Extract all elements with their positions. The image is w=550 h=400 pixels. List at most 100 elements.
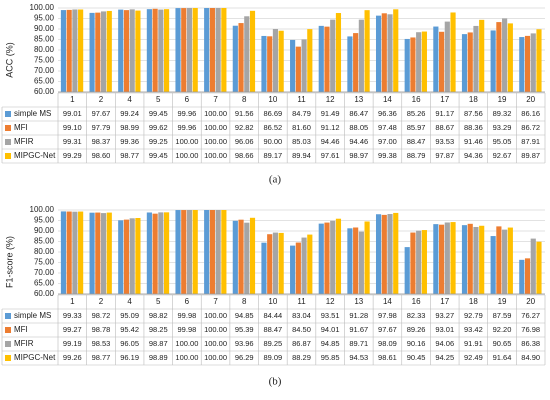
value-label: 97.48	[378, 123, 397, 132]
y-tick-label: 75.00	[34, 56, 55, 65]
value-label: 86.16	[521, 109, 540, 118]
value-label: 91.49	[321, 109, 340, 118]
bar	[461, 34, 468, 92]
legend-swatch	[5, 153, 11, 159]
bar	[95, 212, 101, 294]
value-label: 100.00	[175, 339, 198, 348]
bar	[330, 19, 336, 92]
bar	[221, 8, 227, 92]
bar	[204, 8, 210, 92]
value-label: 98.97	[349, 151, 368, 160]
bar	[507, 23, 513, 93]
bar	[175, 210, 181, 294]
legend-swatch	[5, 355, 11, 361]
value-label: 91.46	[464, 137, 483, 146]
value-label: 97.00	[378, 137, 397, 146]
value-label: 88.05	[349, 123, 368, 132]
value-label: 86.38	[521, 339, 540, 348]
y-tick-label: 60.00	[34, 87, 55, 96]
value-label: 83.04	[292, 311, 311, 320]
bar	[186, 210, 193, 294]
bar	[152, 8, 158, 92]
bar	[129, 218, 135, 294]
bar	[536, 241, 542, 294]
bar	[238, 219, 244, 294]
value-label: 90.16	[407, 339, 426, 348]
value-label: 98.09	[378, 339, 397, 348]
value-label: 91.17	[435, 109, 454, 118]
bar	[278, 30, 284, 92]
bar	[381, 214, 387, 294]
x-tick-label: 17	[440, 95, 449, 104]
y-axis-title: F1-score (%)	[4, 236, 14, 288]
value-label: 100.00	[204, 109, 227, 118]
bar	[479, 19, 485, 92]
value-label: 92.82	[235, 123, 254, 132]
value-label: 97.67	[378, 325, 397, 334]
value-label: 92.79	[464, 311, 483, 320]
bar	[307, 29, 313, 92]
bar	[181, 8, 187, 92]
bar	[135, 218, 141, 294]
bar	[524, 35, 531, 92]
value-label: 87.56	[464, 109, 483, 118]
value-label: 98.89	[149, 353, 168, 362]
value-label: 95.09	[120, 311, 139, 320]
bar	[106, 10, 112, 92]
legend-label: simple MS	[14, 109, 51, 118]
bar	[290, 39, 296, 92]
value-label: 88.47	[263, 325, 282, 334]
value-label: 95.85	[321, 353, 340, 362]
bar	[175, 8, 181, 92]
value-label: 94.53	[349, 353, 368, 362]
bar	[215, 210, 221, 294]
bar	[95, 12, 101, 93]
value-label: 99.98	[178, 311, 197, 320]
value-label: 98.78	[92, 325, 111, 334]
bar	[496, 22, 502, 92]
value-label: 96.29	[235, 353, 254, 362]
value-label: 93.01	[435, 325, 454, 334]
bar	[536, 29, 542, 92]
value-label: 85.97	[407, 123, 426, 132]
value-label: 88.29	[292, 353, 311, 362]
bar	[100, 11, 107, 92]
bar	[89, 212, 95, 294]
value-label: 94.01	[321, 325, 340, 334]
value-label: 98.60	[92, 151, 111, 160]
bar	[290, 245, 296, 294]
value-label: 89.87	[521, 151, 540, 160]
bar	[307, 234, 313, 294]
bar	[192, 8, 198, 92]
value-label: 99.01	[63, 109, 82, 118]
bar	[467, 223, 473, 294]
x-tick-label: 16	[412, 95, 421, 104]
value-label: 89.94	[292, 151, 311, 160]
value-label: 99.31	[63, 137, 82, 146]
bar	[450, 12, 456, 92]
value-label: 92.20	[493, 325, 512, 334]
value-label: 94.46	[321, 137, 340, 146]
bar	[364, 221, 370, 294]
value-label: 98.99	[120, 123, 139, 132]
bar	[267, 234, 273, 294]
x-tick-label: 8	[242, 95, 247, 104]
value-label: 94.46	[349, 137, 368, 146]
legend-swatch	[5, 327, 11, 333]
value-label: 97.79	[92, 123, 111, 132]
x-tick-label: 6	[185, 297, 190, 306]
y-tick-label: 75.00	[34, 258, 55, 267]
bar	[272, 232, 279, 294]
value-label: 93.96	[235, 339, 254, 348]
x-tick-label: 12	[326, 297, 335, 306]
x-tick-label: 14	[383, 297, 392, 306]
value-label: 84.50	[292, 325, 311, 334]
value-label: 84.79	[292, 109, 311, 118]
legend-label: MIPGC-Net	[14, 151, 56, 160]
x-tick-label: 8	[242, 297, 247, 306]
value-label: 92.67	[493, 151, 512, 160]
bar	[78, 211, 84, 294]
bar	[439, 224, 445, 294]
bar	[204, 210, 210, 294]
bar	[118, 9, 124, 92]
